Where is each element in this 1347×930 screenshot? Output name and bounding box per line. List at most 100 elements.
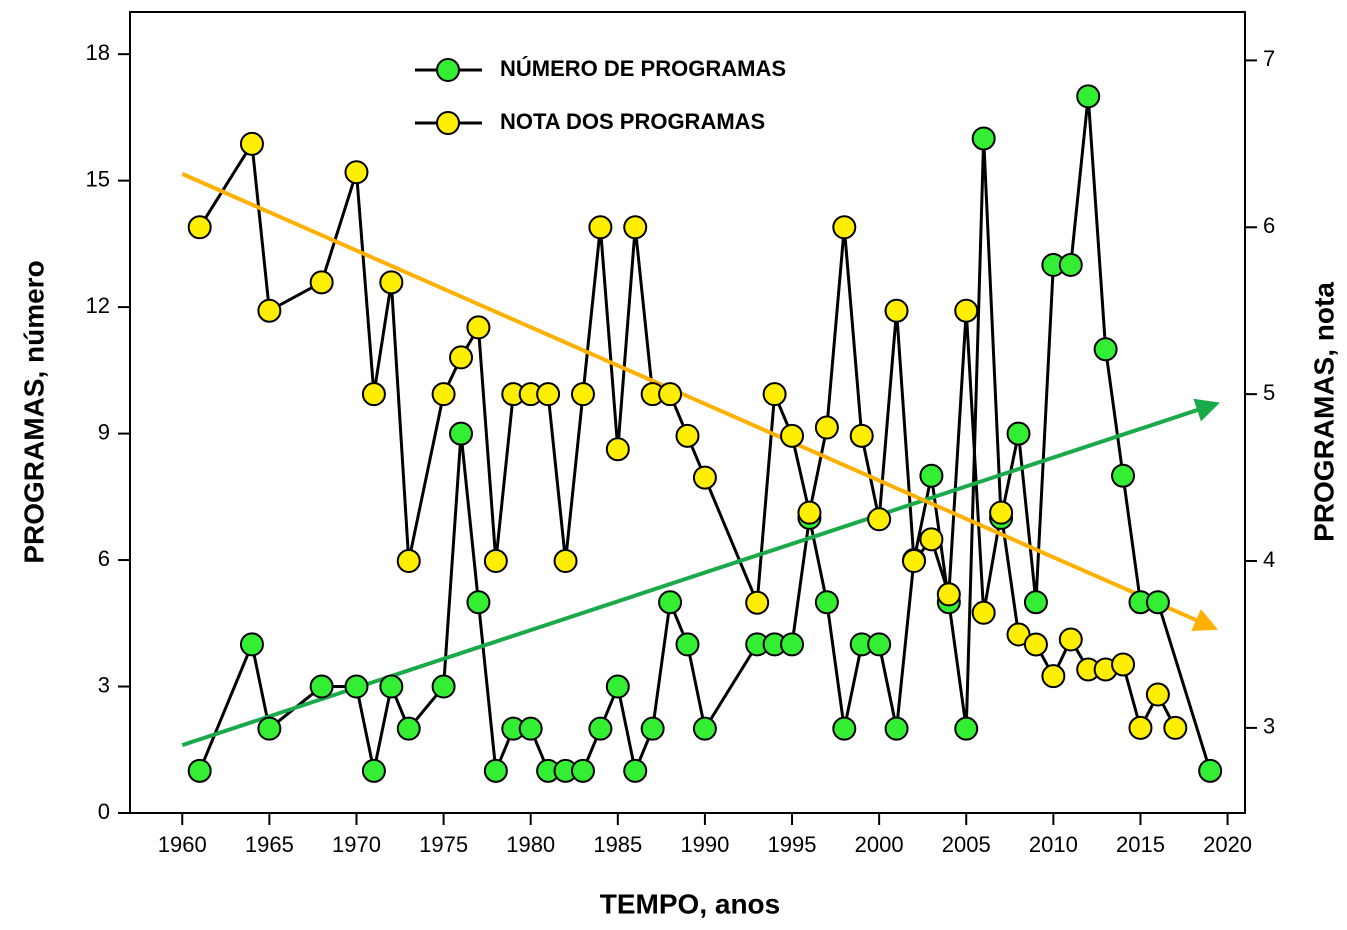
data-point xyxy=(239,632,264,657)
data-point xyxy=(832,215,857,240)
data-point xyxy=(1006,421,1031,446)
data-point xyxy=(588,716,613,741)
y2-tick-label: 7 xyxy=(1263,46,1275,71)
x-tick-label: 1975 xyxy=(419,832,468,857)
x-tick-label: 1985 xyxy=(593,832,642,857)
y-tick-label: 12 xyxy=(86,293,110,318)
y-tick-label: 15 xyxy=(86,166,110,191)
y-tick-label: 3 xyxy=(98,672,110,697)
data-point xyxy=(466,590,491,615)
data-point xyxy=(867,507,892,532)
data-point xyxy=(257,298,282,323)
x-tick-label: 2015 xyxy=(1116,832,1165,857)
data-point xyxy=(919,463,944,488)
data-point xyxy=(1093,337,1118,362)
data-point xyxy=(989,500,1014,525)
data-point xyxy=(1163,715,1188,740)
x-tick-label: 2005 xyxy=(942,832,991,857)
data-point xyxy=(570,758,595,783)
data-point xyxy=(588,215,613,240)
y2-tick-label: 3 xyxy=(1263,714,1275,739)
data-point xyxy=(1198,758,1223,783)
data-point xyxy=(971,126,996,151)
data-point xyxy=(570,382,595,407)
data-point xyxy=(344,160,369,185)
data-point xyxy=(1058,627,1083,652)
data-point xyxy=(658,382,683,407)
x-tick-label: 1965 xyxy=(245,832,294,857)
data-point xyxy=(849,423,874,448)
y2-tick-label: 4 xyxy=(1263,547,1275,572)
data-point xyxy=(344,674,369,699)
y-tick-label: 9 xyxy=(98,419,110,444)
data-point xyxy=(954,298,979,323)
x-tick-label: 1990 xyxy=(680,832,729,857)
data-point xyxy=(640,716,665,741)
data-point xyxy=(780,632,805,657)
y-tick-label: 18 xyxy=(86,40,110,65)
data-point xyxy=(762,382,787,407)
x-tick-label: 1970 xyxy=(332,832,381,857)
data-point xyxy=(396,716,421,741)
data-point xyxy=(396,549,421,574)
trend-line xyxy=(181,172,1219,632)
data-point xyxy=(187,758,212,783)
data-point xyxy=(605,674,630,699)
data-point xyxy=(1023,590,1048,615)
plot-frame xyxy=(129,11,1246,814)
data-point xyxy=(1023,632,1048,657)
x-axis-label: TEMPO, anos xyxy=(600,888,780,919)
data-point xyxy=(884,716,909,741)
data-point xyxy=(1111,463,1136,488)
data-point xyxy=(745,590,770,615)
legend-marker xyxy=(436,58,460,82)
data-point xyxy=(187,215,212,240)
data-point xyxy=(971,600,996,625)
data-point xyxy=(605,437,630,462)
data-point xyxy=(483,549,508,574)
data-point xyxy=(780,423,805,448)
data-point xyxy=(309,270,334,295)
data-point xyxy=(692,716,717,741)
data-point xyxy=(814,590,839,615)
data-point xyxy=(1076,84,1101,109)
data-point xyxy=(1145,590,1170,615)
data-point xyxy=(832,716,857,741)
data-point xyxy=(936,582,961,607)
data-point xyxy=(919,527,944,552)
x-tick-label: 2010 xyxy=(1029,832,1078,857)
legend-marker xyxy=(436,111,460,135)
data-point xyxy=(675,423,700,448)
data-point xyxy=(1145,682,1170,707)
data-point xyxy=(623,758,648,783)
data-point xyxy=(1111,652,1136,677)
data-point xyxy=(449,421,474,446)
data-point xyxy=(1128,715,1153,740)
legend-label: NÚMERO DE PROGRAMAS xyxy=(500,56,786,81)
data-point xyxy=(623,215,648,240)
data-point xyxy=(692,465,717,490)
data-point xyxy=(449,345,474,370)
data-point xyxy=(536,382,561,407)
data-point xyxy=(1058,252,1083,277)
data-point xyxy=(431,382,456,407)
data-point xyxy=(553,549,578,574)
data-point xyxy=(483,758,508,783)
data-point xyxy=(379,270,404,295)
data-point xyxy=(379,674,404,699)
data-point xyxy=(361,382,386,407)
data-point xyxy=(901,549,926,574)
data-point xyxy=(518,716,543,741)
data-point xyxy=(797,500,822,525)
data-point xyxy=(867,632,892,657)
data-point xyxy=(257,716,282,741)
y2-tick-label: 5 xyxy=(1263,380,1275,405)
data-point xyxy=(239,131,264,156)
data-point xyxy=(814,415,839,440)
data-point xyxy=(884,298,909,323)
data-point xyxy=(658,590,683,615)
y-tick-label: 0 xyxy=(98,799,110,824)
x-tick-label: 1960 xyxy=(158,832,207,857)
data-point xyxy=(361,758,386,783)
